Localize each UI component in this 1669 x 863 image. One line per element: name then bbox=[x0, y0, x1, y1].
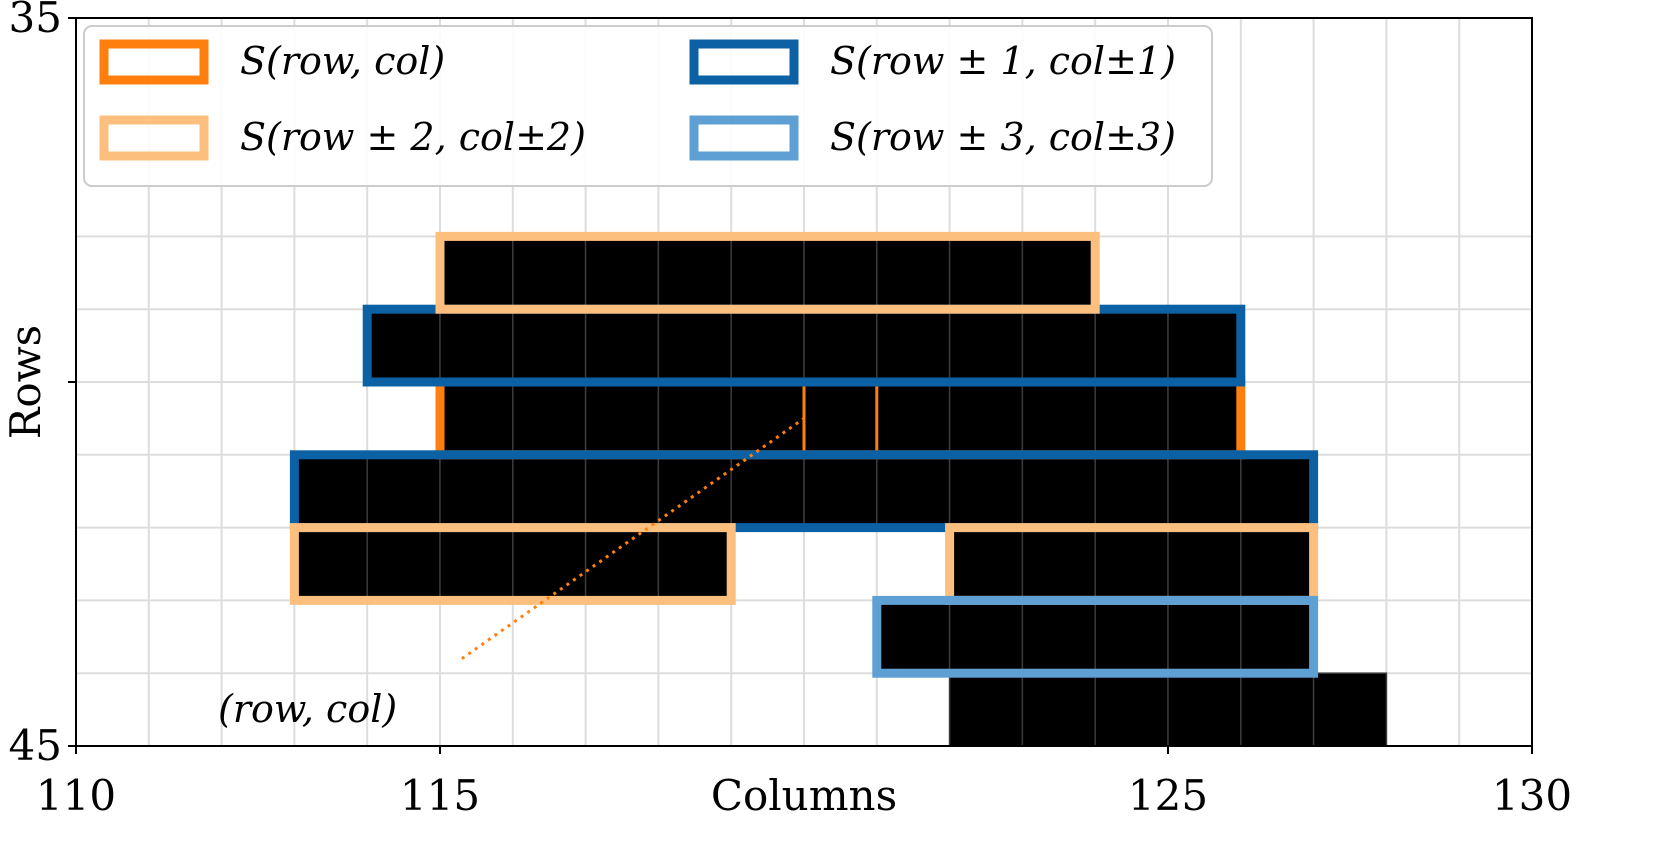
filled-cell bbox=[803, 235, 878, 310]
filled-cell bbox=[948, 235, 1024, 310]
y-tick-label: 45 bbox=[9, 721, 62, 770]
highlight-box-s-pm2 bbox=[435, 231, 1100, 314]
filled-cell bbox=[512, 454, 587, 529]
filled-cell bbox=[1312, 672, 1388, 747]
filled-cell bbox=[439, 381, 514, 456]
legend-label: S(row ± 1, col±1) bbox=[830, 39, 1176, 83]
filled-cell bbox=[1240, 599, 1315, 674]
legend-swatch bbox=[99, 115, 209, 161]
filled-cell bbox=[730, 454, 805, 529]
x-tick-label: 130 bbox=[1492, 771, 1572, 820]
filled-cell bbox=[876, 454, 951, 529]
filled-cell bbox=[948, 599, 1024, 674]
legend-swatch bbox=[689, 115, 799, 161]
filled-cell bbox=[1167, 599, 1242, 674]
filled-cell bbox=[1021, 235, 1096, 310]
filled-cell bbox=[948, 454, 1024, 529]
x-tick-label: 115 bbox=[400, 771, 480, 820]
filled-cell bbox=[948, 526, 1024, 602]
legend: S(row, col) S(row ± 1, col±1) S(row ± 2, c… bbox=[83, 25, 1213, 187]
annotation: (row, col) bbox=[218, 417, 805, 731]
filled-cell bbox=[366, 308, 441, 383]
filled-cell bbox=[366, 454, 441, 529]
filled-cell bbox=[512, 308, 587, 383]
y-tick-label: 35 bbox=[9, 0, 62, 42]
filled-cell bbox=[1167, 381, 1242, 456]
filled-cell bbox=[1094, 381, 1169, 456]
highlight-box-s-pm2 bbox=[289, 523, 736, 605]
filled-cell bbox=[584, 454, 660, 529]
filled-cell bbox=[948, 308, 1024, 383]
filled-cell bbox=[657, 454, 732, 529]
filled-cell bbox=[512, 381, 587, 456]
filled-cell bbox=[876, 308, 951, 383]
filled-cell bbox=[1021, 526, 1096, 602]
filled-cell bbox=[584, 381, 660, 456]
filled-cell bbox=[1021, 454, 1096, 529]
filled-cell bbox=[1021, 381, 1096, 456]
filled-cell bbox=[1240, 672, 1315, 747]
legend-swatch bbox=[689, 39, 799, 85]
filled-cell bbox=[1094, 454, 1169, 529]
filled-cell bbox=[876, 235, 951, 310]
filled-cell bbox=[1167, 454, 1242, 529]
filled-cell bbox=[730, 308, 805, 383]
legend-label: S(row ± 3, col±3) bbox=[830, 115, 1176, 159]
legend-label: S(row ± 2, col±2) bbox=[240, 115, 586, 159]
filled-cell bbox=[512, 235, 587, 310]
filled-cell bbox=[1021, 308, 1096, 383]
highlight-box-s-pm1 bbox=[289, 450, 1319, 533]
filled-cell bbox=[1167, 526, 1242, 602]
filled-cell bbox=[803, 308, 878, 383]
filled-cell bbox=[512, 526, 587, 602]
filled-cell bbox=[1021, 599, 1096, 674]
filled-cell bbox=[876, 599, 951, 674]
axis-ticks: 110 115 125 130 35 45 bbox=[9, 0, 1573, 820]
filled-cell bbox=[293, 526, 368, 602]
filled-cell bbox=[1167, 308, 1242, 383]
filled-cell bbox=[1094, 672, 1169, 747]
annotation-label: (row, col) bbox=[218, 687, 397, 731]
filled-cell bbox=[439, 526, 514, 602]
filled-cell bbox=[948, 381, 1024, 456]
y-axis-label: Rows bbox=[1, 325, 50, 439]
filled-cell bbox=[803, 454, 878, 529]
filled-cell bbox=[439, 235, 514, 310]
highlight-boxes bbox=[289, 231, 1319, 678]
filled-cell bbox=[657, 526, 732, 602]
x-tick-label: 110 bbox=[36, 771, 116, 820]
filled-cell bbox=[584, 308, 660, 383]
legend-swatch bbox=[99, 39, 209, 85]
filled-cell bbox=[876, 381, 951, 456]
filled-cell bbox=[730, 381, 805, 456]
filled-cell bbox=[948, 672, 1024, 747]
filled-cell bbox=[366, 526, 441, 602]
filled-cell bbox=[657, 235, 732, 310]
filled-cell bbox=[1240, 526, 1315, 602]
filled-cell bbox=[584, 526, 660, 602]
legend-box bbox=[83, 25, 1213, 187]
filled-cell bbox=[1167, 672, 1242, 747]
filled-cell bbox=[439, 454, 514, 529]
filled-cell bbox=[1094, 599, 1169, 674]
filled-cell bbox=[584, 235, 660, 310]
filled-cell bbox=[1094, 308, 1169, 383]
filled-cell bbox=[730, 235, 805, 310]
highlight-box-s-pm3 bbox=[872, 595, 1319, 678]
filled-cell bbox=[439, 308, 514, 383]
x-axis-label: Columns bbox=[711, 771, 897, 820]
filled-cell bbox=[657, 381, 732, 456]
x-tick-label: 125 bbox=[1128, 771, 1208, 820]
annotation-pointer-line bbox=[460, 417, 805, 660]
filled-cell bbox=[1094, 526, 1169, 602]
filled-cell bbox=[657, 308, 732, 383]
filled-cell bbox=[803, 381, 878, 456]
filled-cell bbox=[293, 454, 368, 529]
filled-cell bbox=[1240, 454, 1315, 529]
legend-label: S(row, col) bbox=[240, 39, 445, 83]
filled-cell bbox=[1021, 672, 1096, 747]
